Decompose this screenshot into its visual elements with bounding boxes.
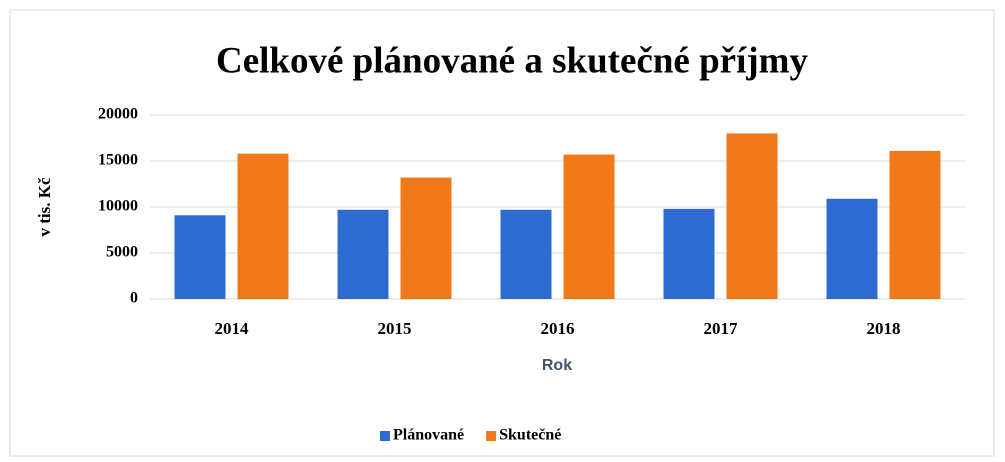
y-axis-label: v tis. Kč [35, 177, 54, 236]
bar [337, 209, 389, 299]
bar [826, 198, 878, 299]
legend-swatch [380, 431, 390, 441]
x-tick-label: 2016 [541, 319, 575, 338]
x-tick-label: 2015 [378, 319, 412, 338]
x-axis-label: Rok [542, 357, 572, 374]
bar [563, 154, 615, 299]
bar [237, 153, 289, 299]
y-tick-label: 5000 [106, 244, 138, 261]
y-tick-label: 10000 [98, 198, 138, 215]
y-tick-label: 20000 [98, 106, 138, 123]
chart-title: Celkové plánované a skutečné příjmy [216, 40, 809, 81]
legend-swatch [486, 431, 497, 441]
bar [400, 177, 452, 299]
bar [726, 133, 778, 299]
legend-label: Plánované [393, 427, 464, 444]
bar [663, 208, 715, 299]
x-tick-label: 2014 [215, 319, 250, 338]
bar [500, 209, 552, 299]
bar [174, 215, 226, 299]
legend-label: Skutečné [499, 427, 561, 444]
bar [889, 150, 941, 299]
x-tick-label: 2018 [867, 319, 901, 338]
x-tick-label: 2017 [704, 319, 739, 338]
y-tick-label: 15000 [98, 152, 138, 169]
y-tick-label: 0 [130, 290, 138, 307]
